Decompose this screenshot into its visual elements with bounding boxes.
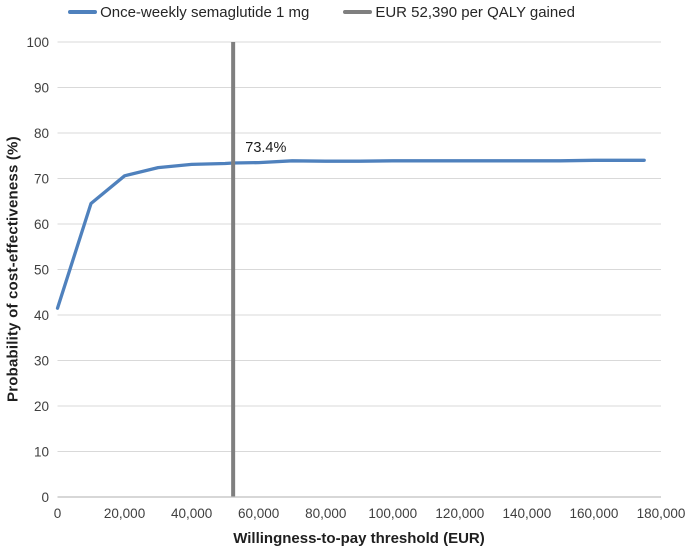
threshold-line-swatch bbox=[343, 10, 373, 14]
x-axis-title: Willingness-to-pay threshold (EUR) bbox=[233, 530, 485, 547]
x-tick-label: 60,000 bbox=[238, 506, 279, 521]
legend-item-semaglutide: Once-weekly semaglutide 1 mg bbox=[68, 4, 309, 21]
semaglutide-ceac-line bbox=[55, 158, 646, 310]
y-tick-label: 50 bbox=[34, 262, 49, 277]
legend: Once-weekly semaglutide 1 mg EUR 52,390 … bbox=[0, 1, 685, 23]
x-tick-label: 140,000 bbox=[502, 506, 551, 521]
legend-label-semaglutide: Once-weekly semaglutide 1 mg bbox=[100, 3, 310, 21]
y-tick-label: 80 bbox=[34, 126, 49, 141]
x-tick-label: 100,000 bbox=[368, 506, 417, 521]
x-tick-label: 40,000 bbox=[171, 506, 212, 521]
y-tick-label: 40 bbox=[34, 308, 49, 323]
semaglutide-line-swatch bbox=[68, 10, 98, 14]
y-tick-label: 0 bbox=[41, 490, 49, 505]
y-tick-label: 90 bbox=[34, 80, 49, 95]
x-tick-label: 160,000 bbox=[570, 506, 619, 521]
y-tick-label: 70 bbox=[34, 171, 49, 186]
y-tick-labels: 0 10 20 30 40 50 60 70 80 90 100 bbox=[26, 35, 49, 505]
x-tick-labels: 0 20,000 40,000 60,000 80,000 100,000 120,000 1… bbox=[54, 506, 685, 521]
x-tick-label: 0 bbox=[54, 506, 62, 521]
x-tick-label: 180,000 bbox=[637, 506, 685, 521]
y-tick-label: 100 bbox=[26, 35, 49, 50]
legend-label-threshold: EUR 52,390 per QALY gained bbox=[375, 3, 575, 21]
legend-item-threshold: EUR 52,390 per QALY gained bbox=[343, 4, 575, 21]
x-tick-label: 120,000 bbox=[435, 506, 484, 521]
y-tick-label: 60 bbox=[34, 217, 49, 232]
y-tick-label: 20 bbox=[34, 399, 49, 414]
x-tick-label: 20,000 bbox=[104, 506, 145, 521]
y-tick-label: 30 bbox=[34, 353, 49, 368]
probability-annotation: 73.4% bbox=[245, 140, 286, 156]
y-tick-label: 10 bbox=[34, 444, 49, 459]
x-tick-label: 80,000 bbox=[305, 506, 346, 521]
gridlines bbox=[57, 41, 661, 452]
